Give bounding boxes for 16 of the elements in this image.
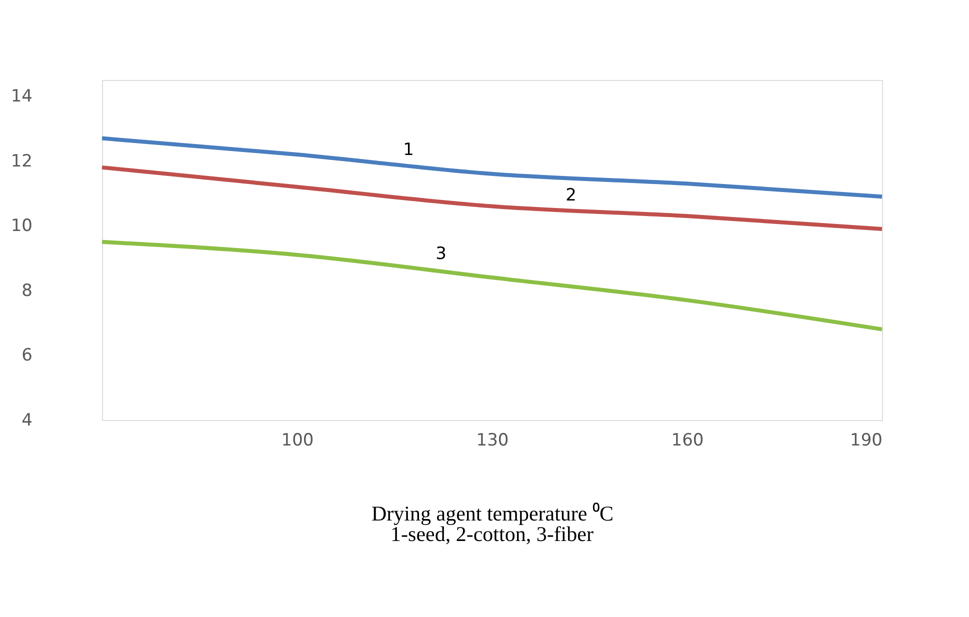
- x-tick-label: 160: [671, 430, 704, 450]
- line-series: [100, 165, 884, 231]
- line-series: [100, 240, 884, 332]
- y-tick-label: 10: [10, 216, 32, 236]
- y-tick-label: 6: [22, 346, 32, 366]
- y-tick-label: 4: [22, 410, 32, 430]
- y-tick-label: 12: [10, 151, 32, 172]
- y-tick-label: 14: [10, 86, 32, 107]
- line-series: [100, 136, 884, 199]
- annotation: 3: [436, 244, 446, 264]
- x-tick-label: 190: [850, 430, 882, 450]
- x-tick-label: 130: [476, 430, 509, 450]
- annotation: 2: [566, 186, 576, 206]
- y-tick-label: 8: [22, 280, 32, 301]
- x-tick-label: 100: [281, 430, 314, 450]
- annotation: 1: [403, 140, 414, 160]
